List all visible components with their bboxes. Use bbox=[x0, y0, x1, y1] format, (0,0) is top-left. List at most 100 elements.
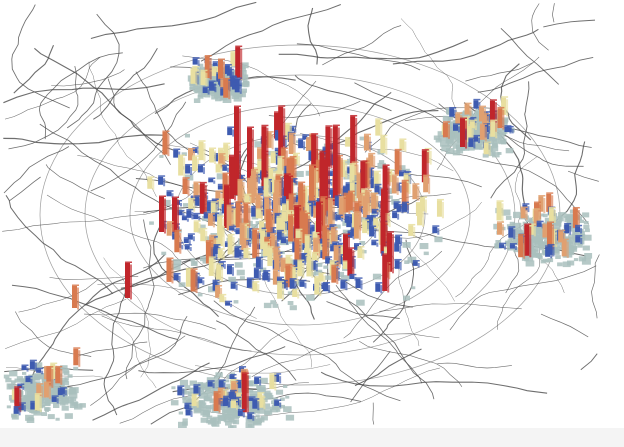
grid-cell bbox=[581, 258, 591, 265]
value-prism bbox=[193, 220, 201, 234]
grid-cell bbox=[253, 263, 258, 267]
road bbox=[66, 315, 188, 387]
grid-cell bbox=[209, 398, 217, 404]
value-prism bbox=[162, 130, 170, 157]
value-prism bbox=[349, 163, 357, 186]
road bbox=[8, 66, 79, 150]
grid-cell bbox=[513, 229, 523, 235]
road bbox=[90, 335, 186, 406]
value-prism bbox=[229, 154, 237, 201]
value-prism bbox=[247, 412, 255, 421]
value-prism bbox=[172, 196, 179, 235]
grid-cell bbox=[64, 413, 73, 419]
grid-cell bbox=[558, 218, 564, 222]
road bbox=[335, 284, 423, 384]
value-prism bbox=[504, 125, 512, 134]
grid-cell bbox=[161, 251, 167, 256]
grid-cell bbox=[214, 81, 222, 87]
value-prism bbox=[417, 203, 425, 227]
grid-cell bbox=[526, 217, 533, 222]
value-prism bbox=[227, 126, 235, 137]
grid-cell bbox=[189, 380, 197, 386]
grid-cell bbox=[403, 295, 410, 301]
grid-cell bbox=[64, 377, 69, 381]
value-prism bbox=[36, 383, 44, 398]
grid-cell bbox=[501, 117, 509, 123]
grid-cell bbox=[582, 245, 590, 251]
grid-cell bbox=[555, 255, 561, 259]
grid-cell bbox=[263, 302, 272, 309]
value-prism bbox=[374, 183, 382, 196]
value-prism bbox=[147, 176, 155, 191]
grid-cell bbox=[28, 416, 34, 421]
grid-cell bbox=[371, 212, 376, 216]
value-prism bbox=[254, 376, 262, 386]
value-prism bbox=[546, 192, 554, 214]
grid-cell bbox=[461, 146, 467, 151]
value-prisms bbox=[11, 45, 583, 421]
grid-cell bbox=[525, 260, 535, 267]
value-prism bbox=[261, 124, 269, 165]
value-prism bbox=[276, 217, 284, 236]
grid-cell bbox=[206, 377, 215, 383]
value-prism bbox=[442, 121, 450, 139]
value-prism bbox=[191, 393, 199, 408]
value-prism bbox=[545, 245, 553, 259]
value-prism bbox=[219, 293, 227, 304]
value-prism bbox=[218, 58, 225, 84]
value-prism bbox=[408, 223, 416, 238]
grid-cell bbox=[545, 259, 550, 263]
value-prism bbox=[184, 244, 192, 252]
grid-cell bbox=[539, 241, 548, 248]
grid-cell bbox=[445, 132, 455, 138]
grid-cell bbox=[565, 248, 575, 256]
road bbox=[103, 257, 152, 378]
grid-cell bbox=[271, 168, 279, 173]
grid-cell bbox=[510, 237, 515, 241]
value-prism bbox=[166, 190, 174, 198]
road bbox=[107, 78, 171, 165]
value-prism bbox=[327, 197, 335, 231]
value-prism bbox=[217, 226, 225, 248]
value-prism bbox=[343, 192, 351, 214]
value-prism bbox=[261, 150, 269, 192]
value-prism bbox=[353, 211, 361, 241]
grid-cell bbox=[522, 221, 528, 225]
grid-cell bbox=[11, 380, 16, 384]
value-prism bbox=[207, 213, 215, 228]
value-prism bbox=[313, 237, 321, 258]
grid-cell bbox=[238, 93, 243, 97]
grid-cell bbox=[494, 243, 501, 249]
grid-cell bbox=[73, 366, 79, 371]
value-prism bbox=[496, 221, 504, 237]
value-prism bbox=[302, 212, 310, 247]
grid-cell bbox=[251, 215, 259, 220]
grid-cell bbox=[40, 398, 49, 404]
value-prism bbox=[57, 387, 65, 397]
grid-cell bbox=[573, 258, 579, 262]
grid-cell bbox=[555, 221, 562, 227]
grid-cell bbox=[407, 256, 417, 263]
grid-cell bbox=[239, 276, 245, 280]
value-prism bbox=[333, 245, 341, 268]
grid-cell bbox=[69, 392, 78, 399]
road bbox=[505, 245, 520, 294]
value-prism bbox=[183, 237, 191, 245]
value-prism bbox=[355, 277, 363, 290]
grid-cell bbox=[289, 240, 294, 244]
road bbox=[500, 27, 560, 85]
grid-cell bbox=[24, 385, 34, 392]
grid-cell bbox=[456, 148, 464, 154]
grid-cell bbox=[340, 275, 350, 282]
grid-cell bbox=[554, 248, 560, 253]
grid-cell bbox=[577, 243, 583, 248]
grid-cell bbox=[316, 262, 323, 267]
value-prism bbox=[375, 118, 383, 138]
grid-cell bbox=[53, 391, 62, 398]
value-prism bbox=[473, 134, 481, 144]
grid-cell bbox=[5, 377, 12, 383]
value-prism bbox=[452, 123, 460, 133]
grid-cell bbox=[447, 142, 453, 147]
